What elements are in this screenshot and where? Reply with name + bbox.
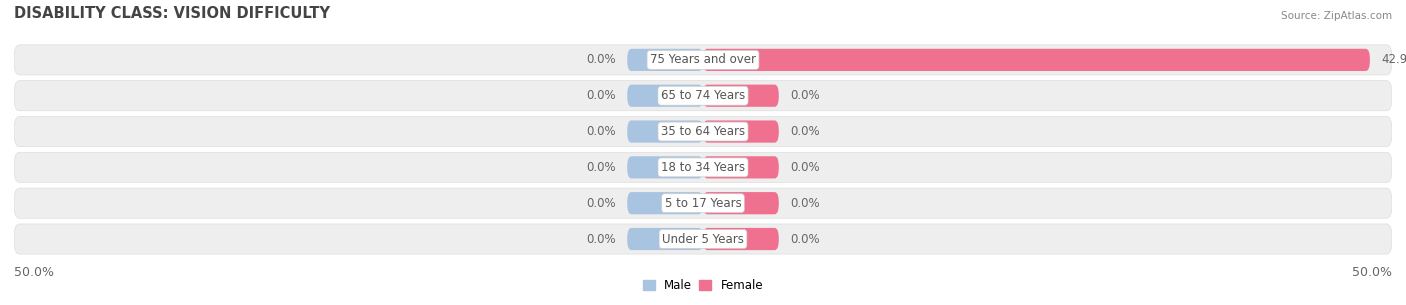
Text: 0.0%: 0.0% [790,197,820,210]
FancyBboxPatch shape [703,84,779,107]
FancyBboxPatch shape [703,228,779,250]
FancyBboxPatch shape [627,84,703,107]
FancyBboxPatch shape [703,192,779,214]
Text: 5 to 17 Years: 5 to 17 Years [665,197,741,210]
FancyBboxPatch shape [627,228,703,250]
FancyBboxPatch shape [14,81,1392,111]
Legend: Male, Female: Male, Female [638,274,768,297]
Text: 42.9%: 42.9% [1381,53,1406,66]
FancyBboxPatch shape [703,49,1369,71]
Text: 0.0%: 0.0% [586,53,616,66]
FancyBboxPatch shape [703,120,779,143]
FancyBboxPatch shape [14,45,1392,75]
Text: DISABILITY CLASS: VISION DIFFICULTY: DISABILITY CLASS: VISION DIFFICULTY [14,6,330,21]
Text: 0.0%: 0.0% [586,125,616,138]
Text: 0.0%: 0.0% [790,232,820,246]
Text: 0.0%: 0.0% [790,125,820,138]
FancyBboxPatch shape [703,156,779,178]
FancyBboxPatch shape [14,224,1392,254]
FancyBboxPatch shape [627,156,703,178]
Text: 0.0%: 0.0% [586,89,616,102]
Text: 50.0%: 50.0% [1353,266,1392,279]
Text: Source: ZipAtlas.com: Source: ZipAtlas.com [1281,11,1392,21]
Text: 35 to 64 Years: 35 to 64 Years [661,125,745,138]
Text: 75 Years and over: 75 Years and over [650,53,756,66]
FancyBboxPatch shape [627,49,703,71]
Text: 0.0%: 0.0% [790,89,820,102]
Text: 0.0%: 0.0% [586,197,616,210]
Text: 65 to 74 Years: 65 to 74 Years [661,89,745,102]
Text: 0.0%: 0.0% [790,161,820,174]
Text: Under 5 Years: Under 5 Years [662,232,744,246]
Text: 18 to 34 Years: 18 to 34 Years [661,161,745,174]
FancyBboxPatch shape [627,192,703,214]
FancyBboxPatch shape [627,120,703,143]
Text: 0.0%: 0.0% [586,161,616,174]
FancyBboxPatch shape [14,188,1392,218]
Text: 50.0%: 50.0% [14,266,53,279]
FancyBboxPatch shape [14,152,1392,182]
FancyBboxPatch shape [14,117,1392,147]
Text: 0.0%: 0.0% [586,232,616,246]
